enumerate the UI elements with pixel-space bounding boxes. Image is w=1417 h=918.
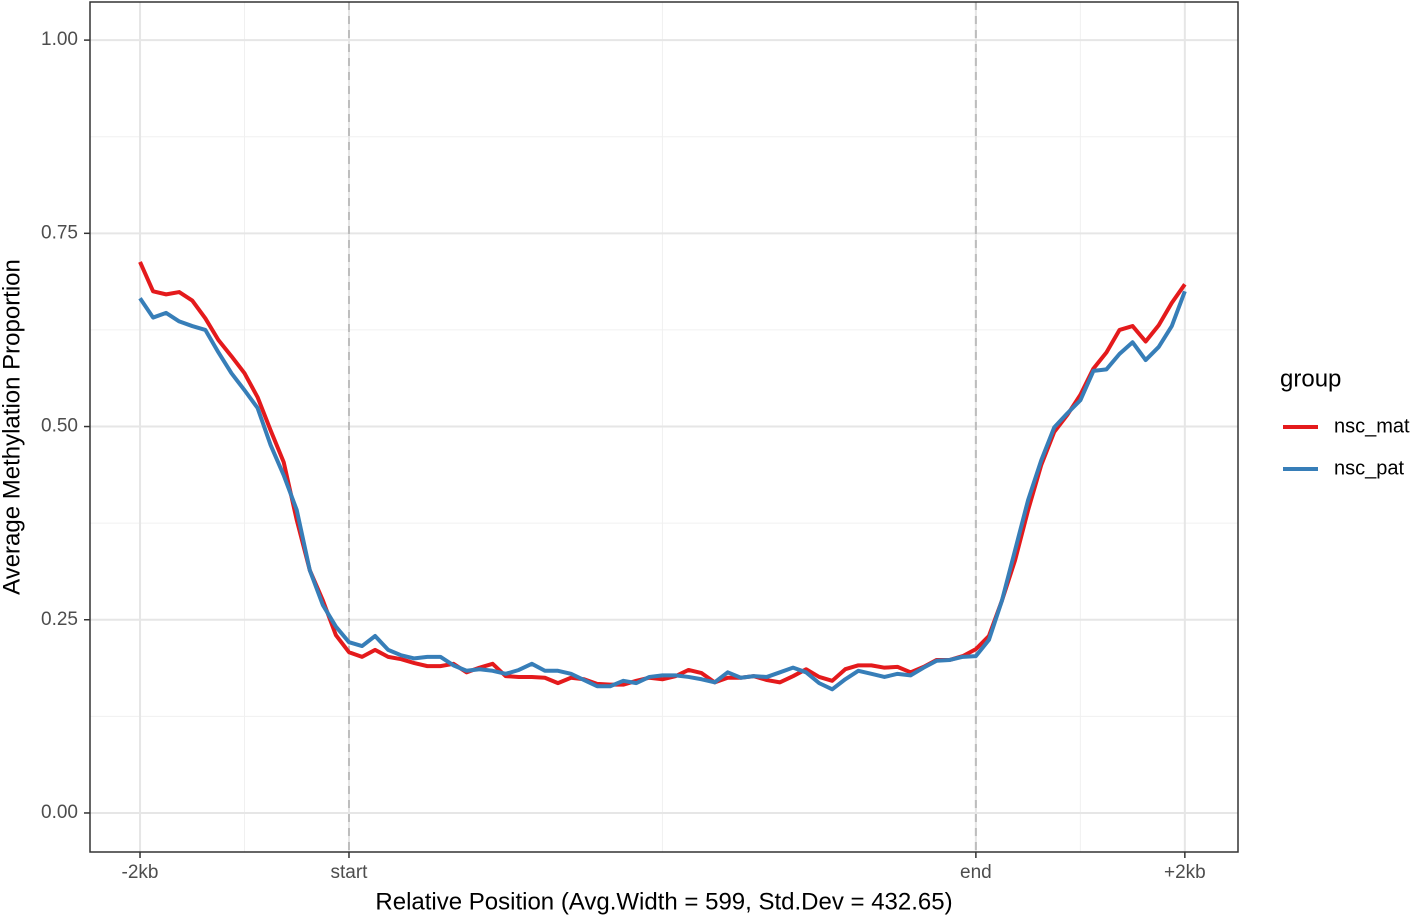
data-line	[138, 290, 1187, 692]
y-tick-label: 1.00	[41, 29, 78, 50]
y-tick-label: 0.00	[41, 802, 78, 823]
y-tick-label: 0.75	[41, 222, 78, 243]
x-tick-label: end	[960, 862, 992, 883]
y-axis-title: Average Methylation Proportion	[0, 259, 25, 595]
x-axis-title: Relative Position (Avg.Width = 599, Std.…	[375, 888, 952, 915]
x-tick-label: +2kb	[1164, 862, 1206, 883]
y-tick-label: 0.50	[41, 416, 78, 437]
legend-label: nsc_pat	[1334, 457, 1404, 479]
x-tick-label: start	[331, 862, 369, 883]
y-tick-label: 0.25	[41, 609, 78, 630]
x-tick-label: -2kb	[122, 862, 159, 883]
legend-title: group	[1280, 365, 1341, 392]
plot-border	[89, 1, 1239, 853]
legend-label: nsc_mat	[1334, 415, 1410, 437]
